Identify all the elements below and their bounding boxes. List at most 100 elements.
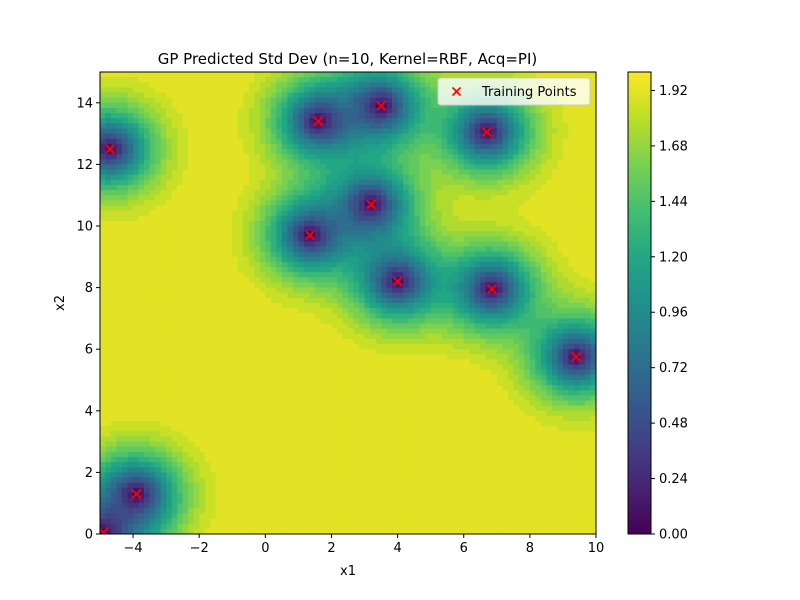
heatmap-cell [232,354,239,361]
heatmap-cell [254,102,261,109]
heatmap-cell [292,72,299,78]
heatmap-cell [491,159,498,165]
heatmap-cell [182,241,189,248]
heatmap-cell [469,190,476,196]
heatmap-cell [292,169,299,176]
heatmap-cell [111,292,118,299]
heatmap-cell [348,72,355,78]
heatmap-cell [518,190,525,196]
heatmap-cell [458,200,465,207]
heatmap-cell [298,133,305,140]
heatmap-cell [188,107,195,114]
heatmap-cell [281,200,288,207]
heatmap-cell [336,349,344,355]
heatmap-cell [436,215,443,222]
heatmap-cell [309,333,316,340]
heatmap-cell [458,318,465,325]
heatmap-cell [259,338,266,345]
heatmap-cell [254,241,261,248]
heatmap-cell [414,323,421,330]
heatmap-cell [287,72,294,78]
heatmap-cell [546,138,553,145]
heatmap-cell [458,231,465,237]
heatmap-cell [105,154,112,160]
heatmap-cell [199,349,206,355]
heatmap-cell [215,123,222,130]
heatmap-cell [524,143,531,150]
heatmap-cell [254,220,261,227]
heatmap-cell [392,226,399,232]
heatmap-cell [100,195,107,201]
heatmap-cell [259,133,266,140]
heatmap-cell [436,231,443,237]
heatmap-cell [562,190,570,196]
heatmap-cell [265,72,272,78]
heatmap-cell [513,102,520,109]
heatmap-cell [199,113,206,119]
heatmap-cell [248,133,255,140]
heatmap-cell [535,169,542,176]
heatmap-cell [359,220,366,227]
heatmap-cell [584,102,592,109]
heatmap-cell [573,149,581,155]
heatmap-cell [144,328,151,335]
heatmap-cell [144,282,151,289]
heatmap-cell [298,195,305,201]
heatmap-cell [237,267,244,273]
heatmap-cell [320,143,327,150]
heatmap-cell [430,159,437,165]
heatmap-cell [281,220,288,227]
heatmap-cell [309,123,316,130]
heatmap-cell [193,82,200,88]
heatmap-cell [182,154,189,160]
heatmap-cell [303,159,311,165]
heatmap-cell [584,246,592,253]
heatmap-cell [259,241,266,248]
heatmap-cell [381,190,388,196]
heatmap-cell [403,333,410,340]
heatmap-cell [221,231,228,237]
heatmap-cell [254,87,261,94]
heatmap-cell [171,338,178,345]
heatmap-cell [540,220,547,227]
heatmap-cell [496,236,503,242]
heatmap-cell [116,210,123,217]
heatmap-cell [199,102,206,109]
heatmap-cell [204,282,211,289]
heatmap-cell [370,113,377,119]
heatmap-cell [381,174,388,181]
heatmap-cell [270,215,277,222]
heatmap-cell [546,179,553,186]
heatmap-cell [381,123,388,130]
heatmap-cell [105,77,112,83]
heatmap-cell [353,215,360,222]
heatmap-cell [381,77,388,83]
heatmap-cell [573,349,581,355]
heatmap-cell [155,231,162,237]
heatmap-cell [138,292,145,299]
heatmap-cell [502,231,509,237]
heatmap-cell [573,143,581,150]
heatmap-cell [232,308,239,314]
heatmap-cell [348,308,355,314]
heatmap-cell [127,200,134,207]
heatmap-cell [325,303,333,309]
heatmap-cell [342,226,349,232]
heatmap-cell [232,107,239,114]
heatmap-cell [496,297,503,304]
heatmap-cell [370,297,377,304]
heatmap-cell [573,338,581,345]
heatmap-cell [210,292,217,299]
heatmap-cell [397,107,404,114]
heatmap-cell [127,338,134,345]
heatmap-cell [111,297,118,304]
heatmap-cell [386,267,393,273]
heatmap-cell [458,246,465,253]
heatmap-cell [226,277,233,284]
heatmap-cell [518,200,525,207]
heatmap-cell [237,123,244,130]
heatmap-cell [309,159,316,165]
heatmap-cell [122,87,129,94]
heatmap-cell [375,267,382,273]
heatmap-cell [276,287,283,294]
